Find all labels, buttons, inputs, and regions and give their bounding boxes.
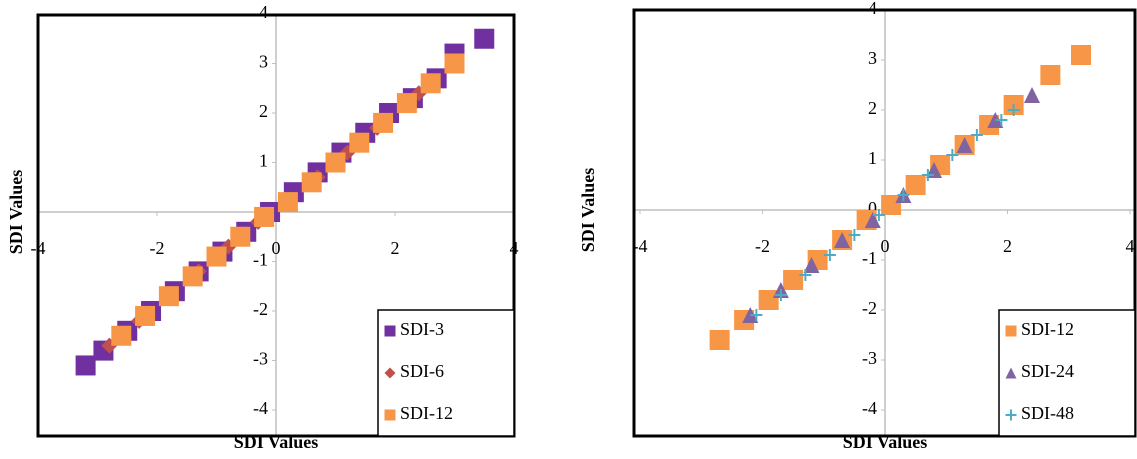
point [783,270,804,290]
y-axis-title: SDI Values [6,170,26,255]
point [420,73,441,94]
x-tick-label: -2 [150,238,165,258]
point [897,189,910,201]
y-tick-label: -1 [253,250,268,270]
y-tick-label: 2 [868,98,877,118]
point [135,305,156,326]
point [709,330,730,350]
point [848,229,861,241]
legend-label: SDI-48 [1021,403,1074,423]
point [182,266,203,287]
x-tick-label: 2 [1003,236,1012,256]
point [325,152,346,173]
point [373,112,394,133]
point [349,132,370,153]
y-tick-label: -4 [253,398,268,418]
point [1007,104,1020,116]
y-axis-title: SDI Values [578,168,598,253]
point [905,175,926,195]
x-tick-label: 0 [881,236,890,256]
point [864,212,881,228]
point [75,355,96,376]
point [758,290,779,310]
legend-label: SDI-12 [1021,319,1074,339]
point [474,28,495,49]
x-axis-title: SDI Values [843,432,928,452]
point [444,53,465,74]
point [823,249,836,261]
plot-border [36,13,516,438]
y-tick-label: 3 [259,52,268,72]
x-tick-label: -4 [633,236,648,256]
x-tick-label: -2 [755,236,770,256]
point [881,195,902,215]
point [970,129,983,141]
point [1024,87,1040,103]
point [230,226,251,247]
legend-marker [384,409,396,421]
plot-border [632,8,1137,438]
point [995,114,1008,126]
legend-marker [1005,409,1017,421]
legend [998,309,1136,437]
y-tick-label: 3 [868,48,877,68]
y-tick-label: -1 [862,248,877,268]
point [277,192,298,213]
point [750,309,763,321]
point [396,93,417,114]
x-axis-title: SDI Values [234,432,319,452]
legend [377,309,515,437]
y-tick-label: 2 [259,101,268,121]
point [987,112,1004,128]
legend-marker [384,367,396,379]
point [254,206,275,227]
point [111,325,132,346]
point [946,149,959,161]
legend-label: SDI-24 [1021,361,1074,381]
point [742,307,759,323]
point [803,257,820,273]
point [774,289,787,301]
y-tick-label: 1 [868,148,877,168]
point [921,169,934,181]
y-tick-label: 0 [868,198,877,218]
legend-label: SDI-6 [400,361,444,381]
point [799,269,812,281]
x-tick-label: 4 [1126,236,1135,256]
point [301,172,322,193]
y-tick-label: -2 [253,299,268,319]
legend-marker [1005,325,1017,337]
y-tick-label: -3 [253,349,268,369]
point [1040,65,1061,85]
legend-label: SDI-12 [400,403,453,423]
point [1071,45,1091,65]
y-tick-label: -2 [862,298,877,318]
y-tick-label: 1 [259,151,268,171]
y-tick-label: -3 [862,348,877,368]
x-tick-label: 2 [391,238,400,258]
point [834,232,851,248]
point [956,137,973,153]
x-tick-label: 0 [272,238,281,258]
point [158,286,179,307]
legend-label: SDI-3 [400,319,444,339]
legend-marker [384,325,396,337]
y-tick-label: 4 [259,2,268,22]
point [206,246,227,267]
point [872,209,885,221]
legend-marker [1005,367,1017,379]
y-tick-label: -4 [862,398,877,418]
